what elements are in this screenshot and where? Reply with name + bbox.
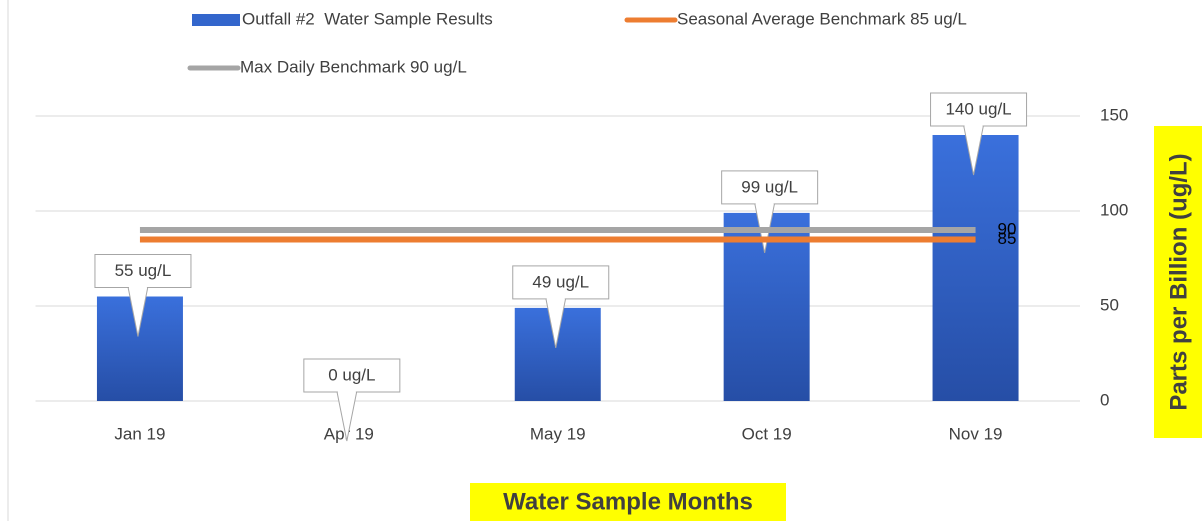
data-label: 90	[998, 219, 1017, 238]
data-label: 85	[998, 229, 1017, 248]
callout-box	[303, 358, 401, 393]
y-label-bg	[1154, 126, 1202, 438]
y-tick-label: 0	[1100, 390, 1109, 409]
data-label: 49 ug/L	[532, 272, 589, 291]
legend-label: Outfall #2 Water Sample Results	[242, 9, 493, 28]
callout-box	[930, 92, 1028, 127]
y-axis-label: Parts per Billion (ug/L)	[1165, 153, 1192, 410]
callout-box	[512, 265, 610, 300]
y-tick-label: 150	[1100, 105, 1128, 124]
x-label-bg	[470, 483, 786, 521]
x-tick-label: Nov 19	[949, 424, 1003, 443]
x-tick-label: May 19	[530, 424, 586, 443]
x-tick-label: Jan 19	[114, 424, 165, 443]
data-label: 0 ug/L	[328, 365, 375, 384]
x-axis-label: Water Sample Months	[503, 488, 753, 515]
data-label: 99 ug/L	[741, 177, 798, 196]
callout-box	[721, 170, 819, 205]
legend-swatch	[192, 14, 240, 26]
y-tick-label: 100	[1100, 200, 1128, 219]
data-label: 55 ug/L	[115, 261, 172, 280]
legend-label: Max Daily Benchmark 90 ug/L	[240, 57, 467, 76]
bar	[932, 135, 1019, 401]
x-tick-label: Apr 19	[324, 424, 374, 443]
data-label: 140 ug/L	[945, 99, 1011, 118]
legend-label: Seasonal Average Benchmark 85 ug/L	[677, 9, 967, 28]
y-tick-label: 50	[1100, 295, 1119, 314]
x-tick-label: Oct 19	[742, 424, 792, 443]
